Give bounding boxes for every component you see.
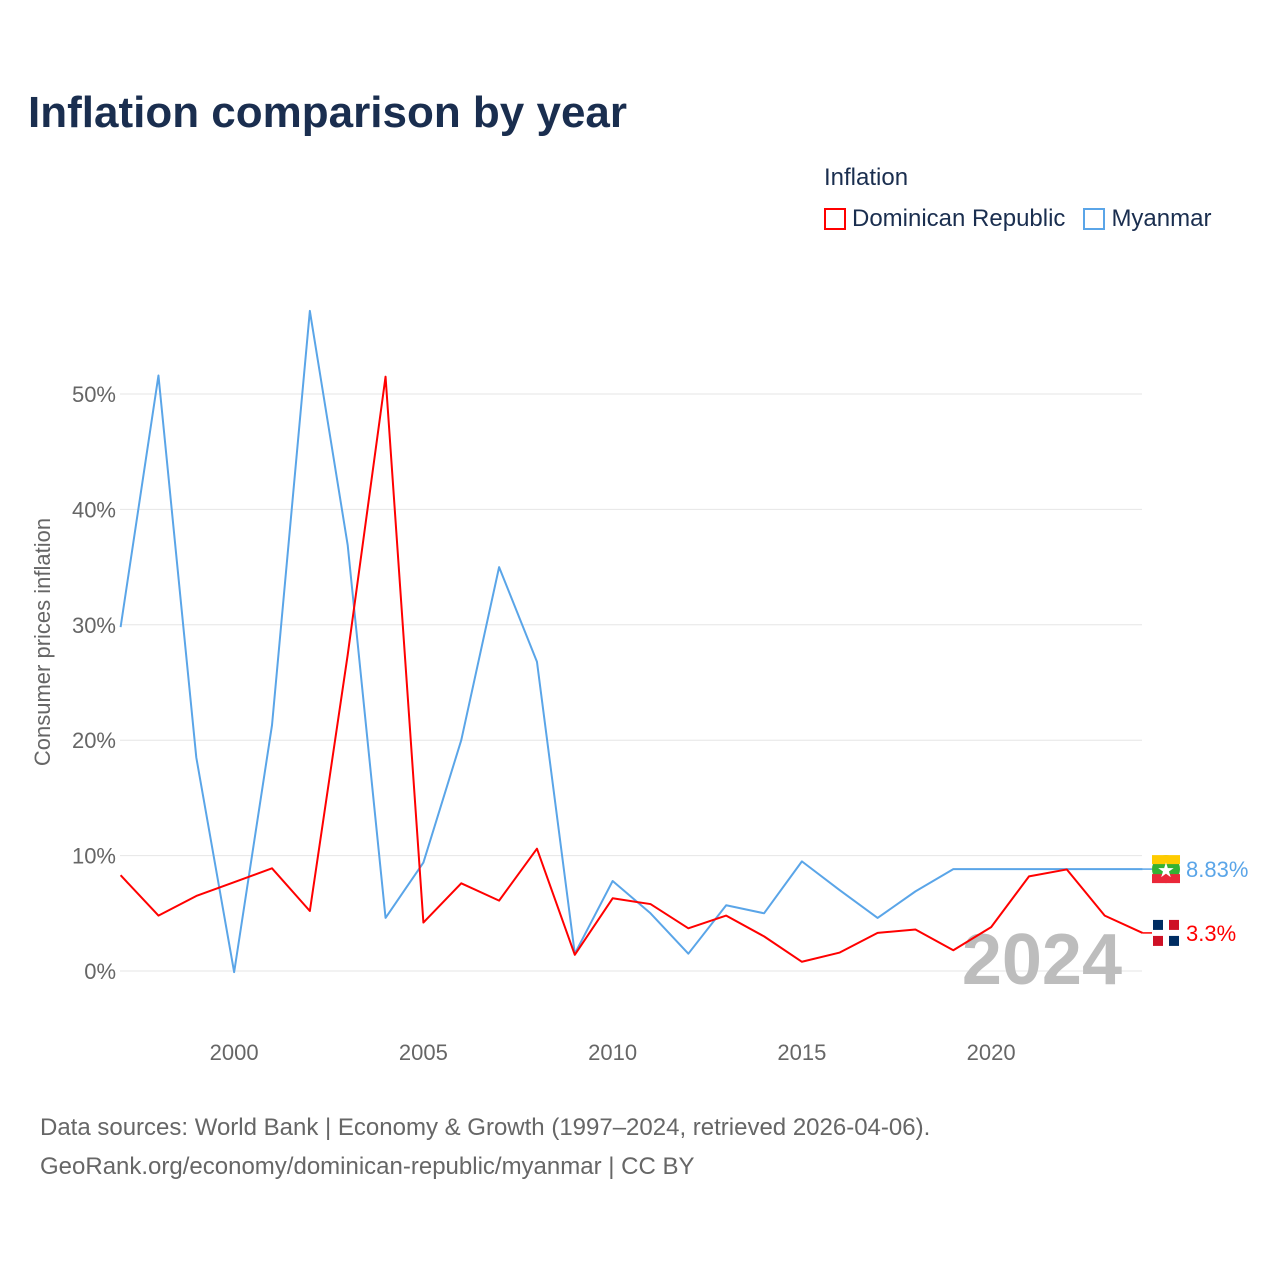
end-value-label: 8.83% xyxy=(1186,857,1248,882)
legend-title: Inflation xyxy=(824,164,909,191)
y-tick-label: 0% xyxy=(84,959,116,984)
series-line-myanmar xyxy=(119,309,1143,974)
flag-quarter xyxy=(1169,919,1179,930)
series-line-dominican-republic xyxy=(119,375,1143,963)
legend-label: Dominican Republic xyxy=(852,205,1066,232)
chart-title: Inflation comparison by year xyxy=(28,88,628,137)
source-line: Data sources: World Bank | Economy & Gro… xyxy=(40,1114,931,1141)
source-url: GeoRank.org/economy/dominican-republic/m… xyxy=(40,1153,695,1180)
y-axis-label: Consumer prices inflation xyxy=(30,518,55,766)
year-watermark: 2024 xyxy=(962,920,1122,1000)
x-tick-label: 2010 xyxy=(588,1040,637,1065)
flag-quarter xyxy=(1153,919,1163,930)
legend-swatch xyxy=(1083,208,1106,230)
flag-stripe xyxy=(1152,874,1180,884)
footer-source: Data sources: World Bank | Economy & Gro… xyxy=(40,1108,930,1186)
end-value-label: 3.3% xyxy=(1186,921,1236,946)
y-tick-label: 10% xyxy=(72,844,116,869)
legend-item-myanmar[interactable]: Myanmar xyxy=(1083,205,1211,233)
y-tick-label: 50% xyxy=(72,382,116,407)
legend-item-dominican-republic[interactable]: Dominican Republic xyxy=(824,205,1065,233)
x-tick-label: 2015 xyxy=(777,1040,826,1065)
x-tick-label: 2020 xyxy=(967,1040,1016,1065)
flag-stripe xyxy=(1152,855,1180,865)
y-tick-label: 20% xyxy=(72,728,116,753)
flag-star: ★ xyxy=(1157,860,1175,882)
flag-quarter xyxy=(1169,935,1179,946)
x-tick-label: 2005 xyxy=(399,1040,448,1065)
legend-swatch xyxy=(824,208,846,230)
x-tick-label: 2000 xyxy=(210,1040,259,1065)
legend: Dominican Republic Myanmar xyxy=(824,205,1211,233)
flag-quarter xyxy=(1153,935,1163,946)
y-tick-label: 40% xyxy=(72,497,116,522)
legend-label: Myanmar xyxy=(1111,205,1212,232)
y-tick-label: 30% xyxy=(72,613,116,638)
